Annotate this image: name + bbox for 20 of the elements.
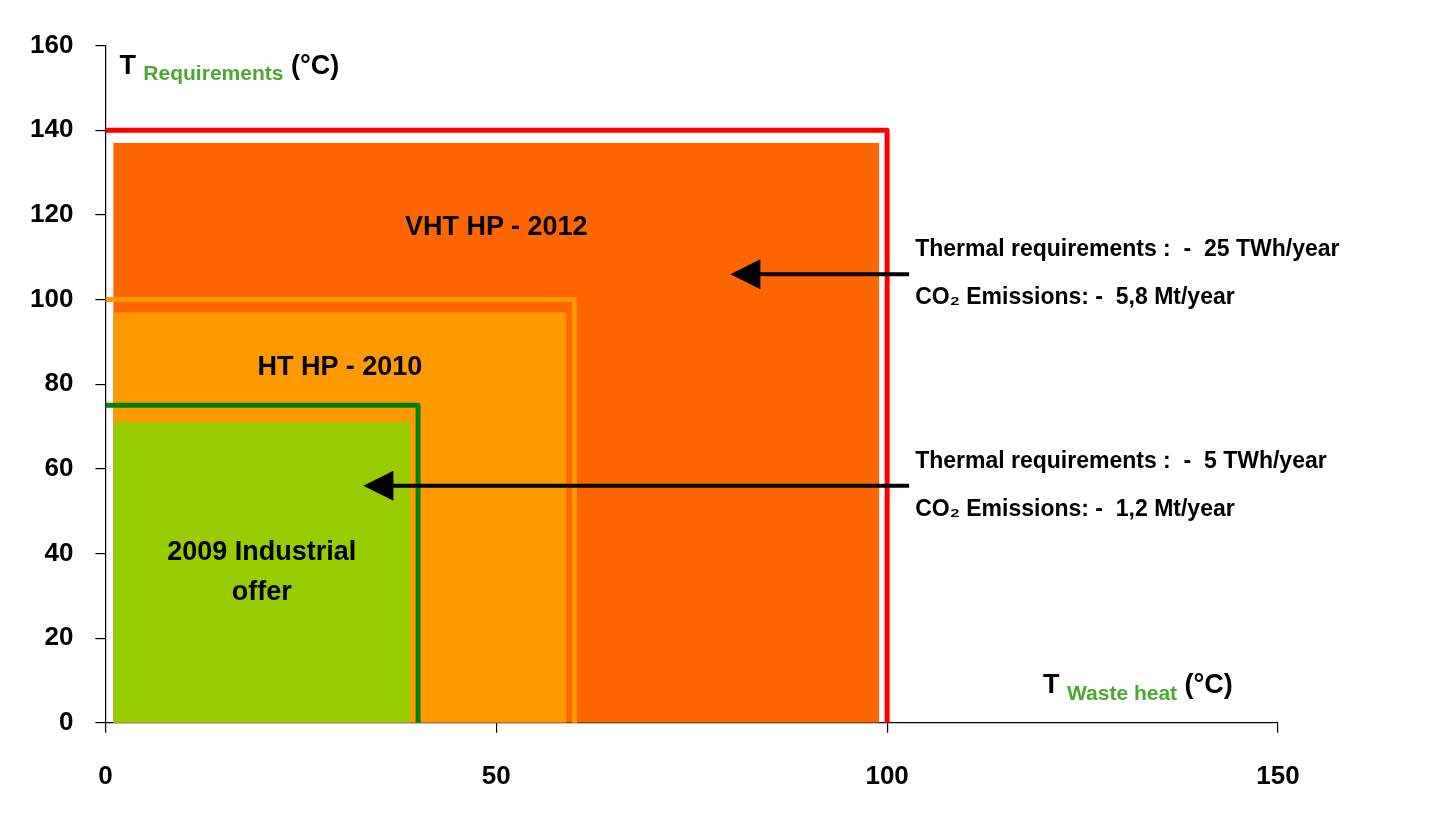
x-tick-label: 100 (865, 759, 909, 790)
x-tick-label: 0 (98, 759, 113, 790)
y-tick-label: 160 (29, 28, 74, 59)
annotation: 2009 Industrial offer (167, 536, 357, 606)
x-tick-label: 150 (1256, 759, 1300, 790)
x-tick-label: 50 (481, 759, 511, 790)
y-tick-label: 120 (29, 198, 74, 229)
y-tick-label: 40 (44, 536, 74, 567)
y-tick-label: 60 (44, 452, 74, 483)
y-tick-label: 100 (29, 282, 74, 313)
annotation: Thermal requirements : - 25 TWh/year CO₂ Emissions: - 5,8 Mt/year (915, 235, 1340, 310)
annotation: HT HP - 2010 (257, 350, 423, 381)
annotation: Thermal requirements : - 5 TWh/year CO₂ Emissions: - 1,2 Mt/year (915, 447, 1327, 522)
y-tick-label: 20 (44, 621, 74, 652)
y-tick-label: 80 (44, 367, 74, 398)
y-tick-label: 140 (29, 113, 74, 144)
y-tick-label: 0 (58, 705, 74, 736)
y-axis-title: T Requirements (°C) (119, 49, 340, 85)
x-axis-title: T Waste heat (°C) (1043, 668, 1233, 704)
annotation: VHT HP - 2012 (404, 211, 588, 242)
